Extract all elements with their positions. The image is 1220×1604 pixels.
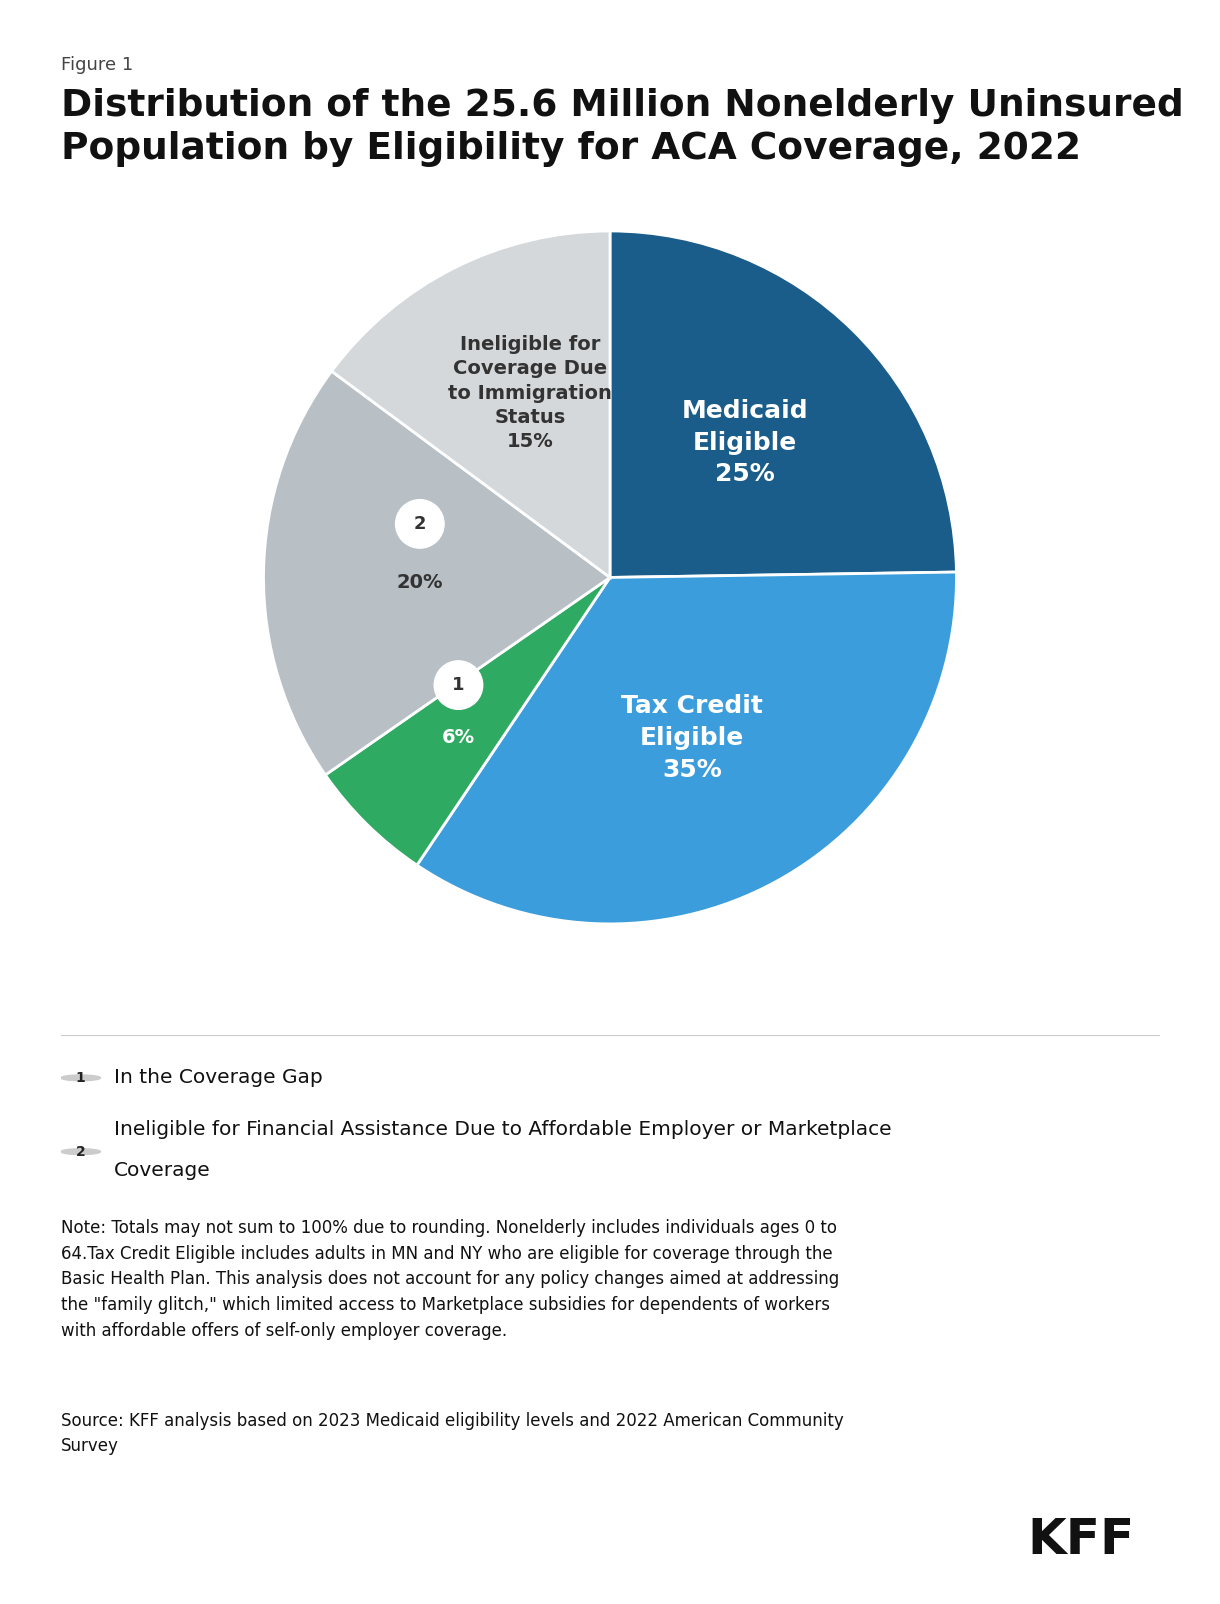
Text: 2: 2	[414, 515, 426, 533]
Text: Note: Totals may not sum to 100% due to rounding. Nonelderly includes individual: Note: Totals may not sum to 100% due to …	[61, 1219, 839, 1339]
Text: In the Coverage Gap: In the Coverage Gap	[113, 1068, 322, 1088]
Text: 1: 1	[453, 677, 465, 695]
Text: Source: KFF analysis based on 2023 Medicaid eligibility levels and 2022 American: Source: KFF analysis based on 2023 Medic…	[61, 1412, 844, 1455]
Wedge shape	[332, 231, 610, 577]
Text: Medicaid
Eligible
25%: Medicaid Eligible 25%	[682, 399, 808, 486]
Wedge shape	[417, 573, 956, 924]
Text: Coverage: Coverage	[113, 1161, 211, 1181]
Text: Ineligible for Financial Assistance Due to Affordable Employer or Marketplace: Ineligible for Financial Assistance Due …	[113, 1120, 892, 1139]
Text: 6%: 6%	[442, 728, 475, 746]
Text: Ineligible for
Coverage Due
to Immigration
Status
15%: Ineligible for Coverage Due to Immigrati…	[448, 335, 612, 451]
Wedge shape	[264, 371, 610, 775]
Text: 20%: 20%	[396, 573, 443, 592]
Text: Figure 1: Figure 1	[61, 56, 133, 74]
Wedge shape	[610, 231, 956, 577]
Circle shape	[395, 500, 444, 549]
Circle shape	[434, 661, 483, 709]
Circle shape	[61, 1148, 100, 1155]
Text: Distribution of the 25.6 Million Nonelderly Uninsured
Population by Eligibility : Distribution of the 25.6 Million Nonelde…	[61, 88, 1183, 167]
Circle shape	[61, 1075, 100, 1081]
Text: Tax Credit
Eligible
35%: Tax Credit Eligible 35%	[621, 695, 762, 781]
Text: KFF: KFF	[1027, 1516, 1135, 1564]
Wedge shape	[326, 577, 610, 865]
Text: 2: 2	[76, 1145, 85, 1158]
Text: 1: 1	[76, 1071, 85, 1084]
